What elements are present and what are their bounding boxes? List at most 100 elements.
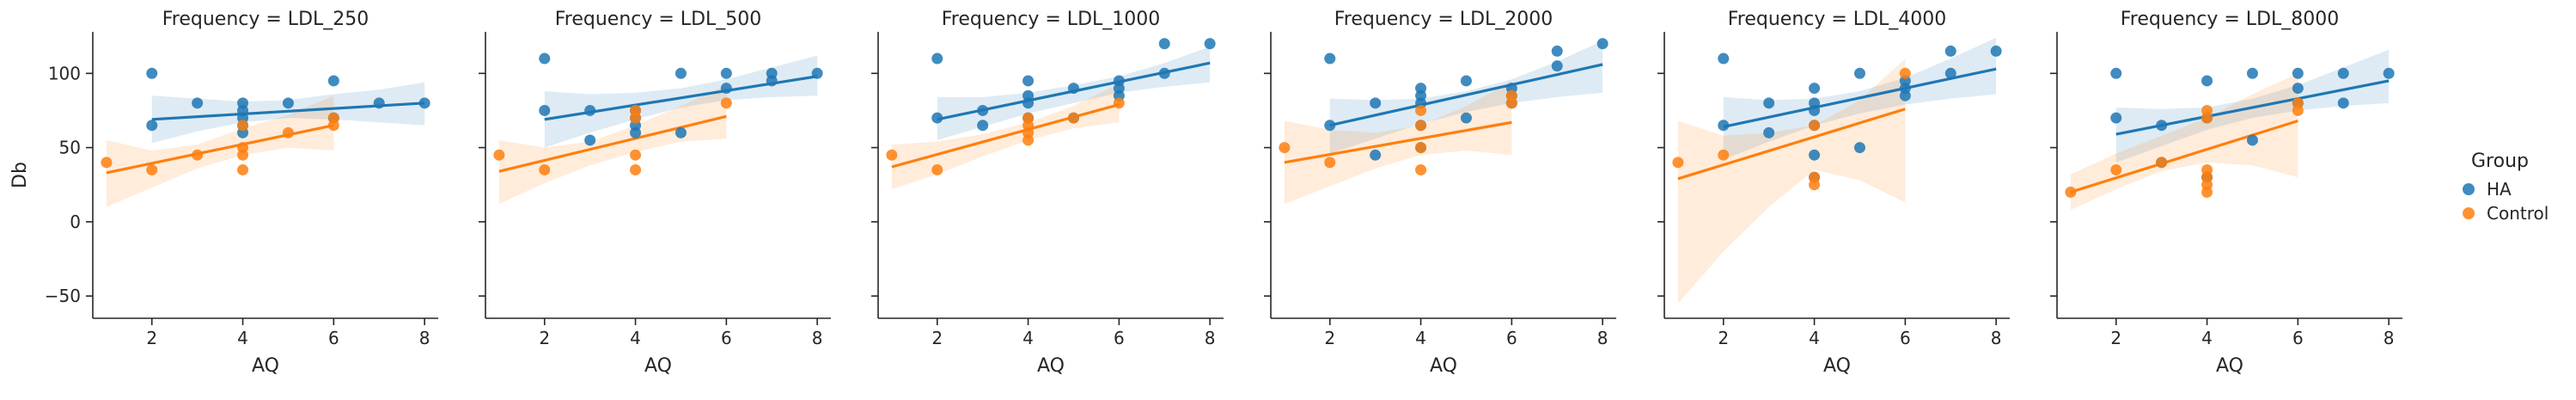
x-tick-label-panel-1: 2 xyxy=(146,328,157,348)
data-point-ha-panel-6 xyxy=(2337,67,2349,79)
data-point-ha-panel-6 xyxy=(2246,134,2258,146)
data-point-ha-panel-6 xyxy=(2201,75,2213,87)
x-tick-label-panel-1: 6 xyxy=(328,328,339,348)
data-point-control-panel-1 xyxy=(327,112,339,124)
x-tick-label-panel-5: 8 xyxy=(1991,328,2002,348)
data-point-ha-panel-5 xyxy=(1944,67,1956,79)
legend-item-control: Control xyxy=(2463,201,2576,225)
x-axis-label-panel-4: AQ xyxy=(1430,355,1457,377)
data-point-ha-panel-3 xyxy=(931,52,943,65)
fit-line-control-panel-3 xyxy=(891,103,1120,169)
data-point-control-panel-1 xyxy=(282,126,294,138)
data-point-ha-panel-4 xyxy=(1551,60,1563,72)
x-tick-label-panel-6: 8 xyxy=(2384,328,2395,348)
data-point-ha-panel-5 xyxy=(1763,97,1775,109)
x-tick-label-panel-3: 2 xyxy=(931,328,943,348)
data-point-control-panel-1 xyxy=(237,149,249,161)
data-point-ha-panel-2 xyxy=(675,67,687,79)
data-point-ha-panel-3 xyxy=(977,120,989,132)
data-point-ha-panel-5 xyxy=(1809,104,1821,116)
data-point-ha-panel-2 xyxy=(720,83,732,95)
data-point-control-panel-4 xyxy=(1279,142,1291,154)
panel-title-2: Frequency = LDL_500 xyxy=(555,9,762,30)
data-point-control-panel-2 xyxy=(630,149,642,161)
data-point-ha-panel-6 xyxy=(2156,120,2168,132)
data-point-ha-panel-5 xyxy=(1763,126,1775,138)
data-point-control-panel-5 xyxy=(1809,179,1821,191)
x-tick-label-panel-5: 4 xyxy=(1809,328,1820,348)
data-point-control-panel-4 xyxy=(1415,104,1427,116)
panel-title-6: Frequency = LDL_8000 xyxy=(2121,9,2340,30)
ci-band-control-panel-6 xyxy=(2070,73,2298,211)
legend-marker-ha xyxy=(2463,183,2475,195)
data-point-ha-panel-4 xyxy=(1596,38,1608,50)
panel-title-3: Frequency = LDL_1000 xyxy=(942,9,1161,30)
data-point-control-panel-1 xyxy=(237,120,249,132)
fit-line-control-panel-5 xyxy=(1677,108,1906,181)
x-tick-label-panel-3: 6 xyxy=(1114,328,1125,348)
fit-line-ha-panel-4 xyxy=(1329,63,1603,127)
data-point-control-panel-5 xyxy=(1899,67,1911,79)
data-point-control-panel-1 xyxy=(237,163,249,175)
data-point-ha-panel-2 xyxy=(539,104,551,116)
fit-line-control-panel-1 xyxy=(106,124,334,175)
x-tick-label-panel-2: 4 xyxy=(630,328,641,348)
data-point-ha-panel-1 xyxy=(146,67,158,79)
data-point-control-panel-1 xyxy=(146,163,158,175)
ci-band-ha-panel-2 xyxy=(544,55,818,148)
data-point-ha-panel-2 xyxy=(584,104,596,116)
data-point-ha-panel-3 xyxy=(1158,38,1170,50)
y-tick-label: 0 xyxy=(70,212,81,232)
x-tick-label-panel-4: 4 xyxy=(1415,328,1426,348)
ci-band-ha-panel-1 xyxy=(151,82,425,144)
y-tick-label: 50 xyxy=(59,138,81,158)
data-point-control-panel-5 xyxy=(1718,149,1730,161)
fit-line-control-panel-4 xyxy=(1284,120,1512,164)
data-point-control-panel-4 xyxy=(1505,97,1517,109)
ci-band-control-panel-5 xyxy=(1677,58,1906,304)
data-point-ha-panel-3 xyxy=(1022,97,1035,109)
x-tick-label-panel-6: 6 xyxy=(2292,328,2304,348)
data-point-ha-panel-2 xyxy=(720,67,732,79)
legend-title: Group xyxy=(2471,151,2529,172)
fit-line-control-panel-6 xyxy=(2070,119,2298,194)
data-point-ha-panel-4 xyxy=(1370,149,1382,161)
data-point-control-panel-2 xyxy=(630,163,642,175)
x-tick-label-panel-1: 8 xyxy=(419,328,430,348)
data-point-control-panel-3 xyxy=(1113,97,1125,109)
panel-title-5: Frequency = LDL_4000 xyxy=(1728,9,1947,30)
data-point-ha-panel-6 xyxy=(2110,67,2122,79)
panel-title-1: Frequency = LDL_250 xyxy=(162,9,369,30)
x-tick-label-panel-6: 4 xyxy=(2201,328,2213,348)
data-point-ha-panel-5 xyxy=(1853,142,1865,154)
data-point-ha-panel-2 xyxy=(630,126,642,138)
x-tick-label-panel-4: 6 xyxy=(1506,328,1517,348)
data-point-ha-panel-2 xyxy=(811,67,823,79)
ci-band-ha-panel-4 xyxy=(1329,40,1603,154)
data-point-control-panel-4 xyxy=(1415,120,1427,132)
data-point-control-panel-2 xyxy=(720,97,732,109)
data-point-ha-panel-3 xyxy=(931,112,943,124)
data-point-control-panel-6 xyxy=(2201,186,2213,198)
data-point-ha-panel-2 xyxy=(584,134,596,146)
x-tick-label-panel-5: 6 xyxy=(1900,328,1911,348)
data-point-ha-panel-6 xyxy=(2292,83,2304,95)
data-point-ha-panel-5 xyxy=(1853,67,1865,79)
data-point-ha-panel-5 xyxy=(1944,45,1956,57)
x-axis-label-panel-3: AQ xyxy=(1037,355,1065,377)
data-point-control-panel-6 xyxy=(2156,157,2168,169)
data-point-ha-panel-3 xyxy=(1204,38,1216,50)
x-axis-label-panel-6: AQ xyxy=(2216,355,2243,377)
data-point-ha-panel-3 xyxy=(1022,75,1035,87)
data-point-ha-panel-6 xyxy=(2246,67,2258,79)
data-point-control-panel-2 xyxy=(493,149,505,161)
x-tick-label-panel-2: 2 xyxy=(539,328,550,348)
fit-line-control-panel-2 xyxy=(498,114,727,173)
y-tick-label: −50 xyxy=(45,286,81,306)
data-point-ha-panel-2 xyxy=(675,126,687,138)
data-point-ha-panel-4 xyxy=(1370,97,1382,109)
data-point-control-panel-6 xyxy=(2292,104,2304,116)
data-point-control-panel-6 xyxy=(2110,163,2122,175)
data-point-control-panel-4 xyxy=(1324,157,1336,169)
data-point-control-panel-1 xyxy=(192,149,204,161)
